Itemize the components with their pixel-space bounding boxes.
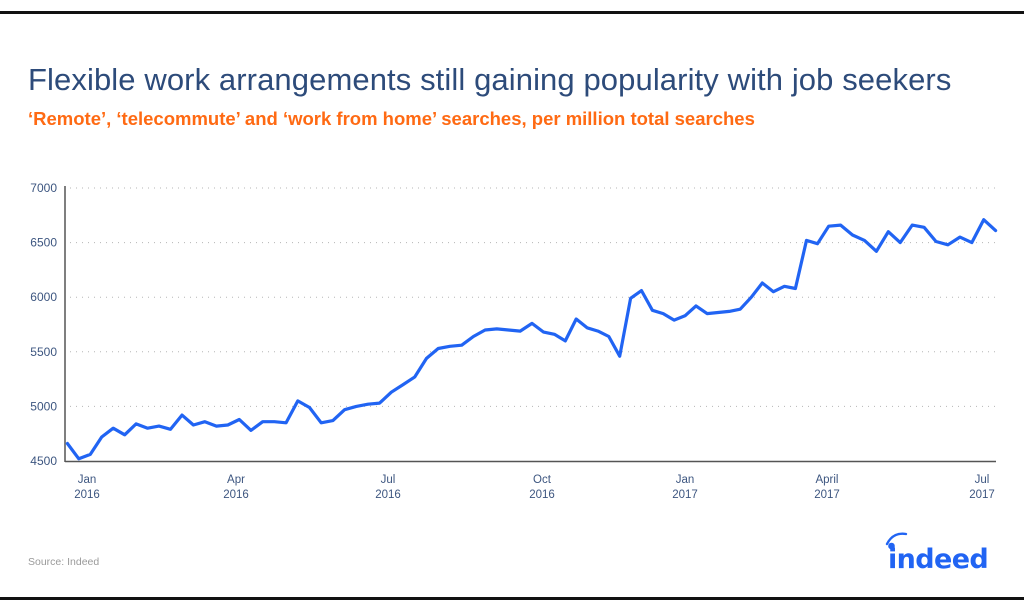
x-tick-label: Jan (78, 474, 97, 486)
source-note: Source: Indeed (28, 556, 100, 568)
x-tick-label: 2016 (223, 489, 249, 501)
x-tick-label: 2017 (814, 489, 840, 501)
y-tick-label: 5500 (30, 345, 57, 359)
x-tick-label: 2017 (969, 489, 995, 501)
chart-subtitle: ‘Remote’, ‘telecommute’ and ‘work from h… (28, 108, 755, 129)
x-tick-label: Jan (676, 474, 695, 486)
x-tick-label: Jul (381, 474, 396, 486)
x-tick-label: 2016 (529, 489, 555, 501)
x-tick-label: Jul (975, 474, 990, 486)
bottom-border (0, 597, 1024, 600)
logo-wordmark: indeed (888, 544, 988, 575)
y-tick-label: 6500 (30, 236, 57, 250)
gridlines (70, 187, 996, 407)
y-tick-label: 5000 (30, 399, 57, 413)
x-tick-label: Apr (227, 474, 245, 486)
data-line-searches (65, 218, 998, 461)
x-tick-label: 2017 (672, 489, 698, 501)
indeed-logo: indeed (885, 532, 989, 575)
y-axis-ticks: 7000 6500 6000 5500 5000 4500 (30, 181, 57, 468)
x-tick-label: 2016 (74, 489, 100, 501)
chart-title: Flexible work arrangements still gaining… (28, 62, 952, 97)
x-tick-label: 2016 (375, 489, 401, 501)
x-tick-label: Oct (533, 474, 552, 486)
y-tick-label: 6000 (30, 290, 57, 304)
logo-arc-icon (885, 532, 908, 546)
y-tick-label: 4500 (30, 454, 57, 468)
x-tick-label: April (815, 474, 838, 486)
top-border (0, 11, 1024, 14)
x-axis-ticks: Jan 2016 Apr 2016 Jul 2016 Oct 2016 Jan 2017 April… (74, 474, 995, 501)
y-tick-label: 7000 (30, 181, 57, 195)
